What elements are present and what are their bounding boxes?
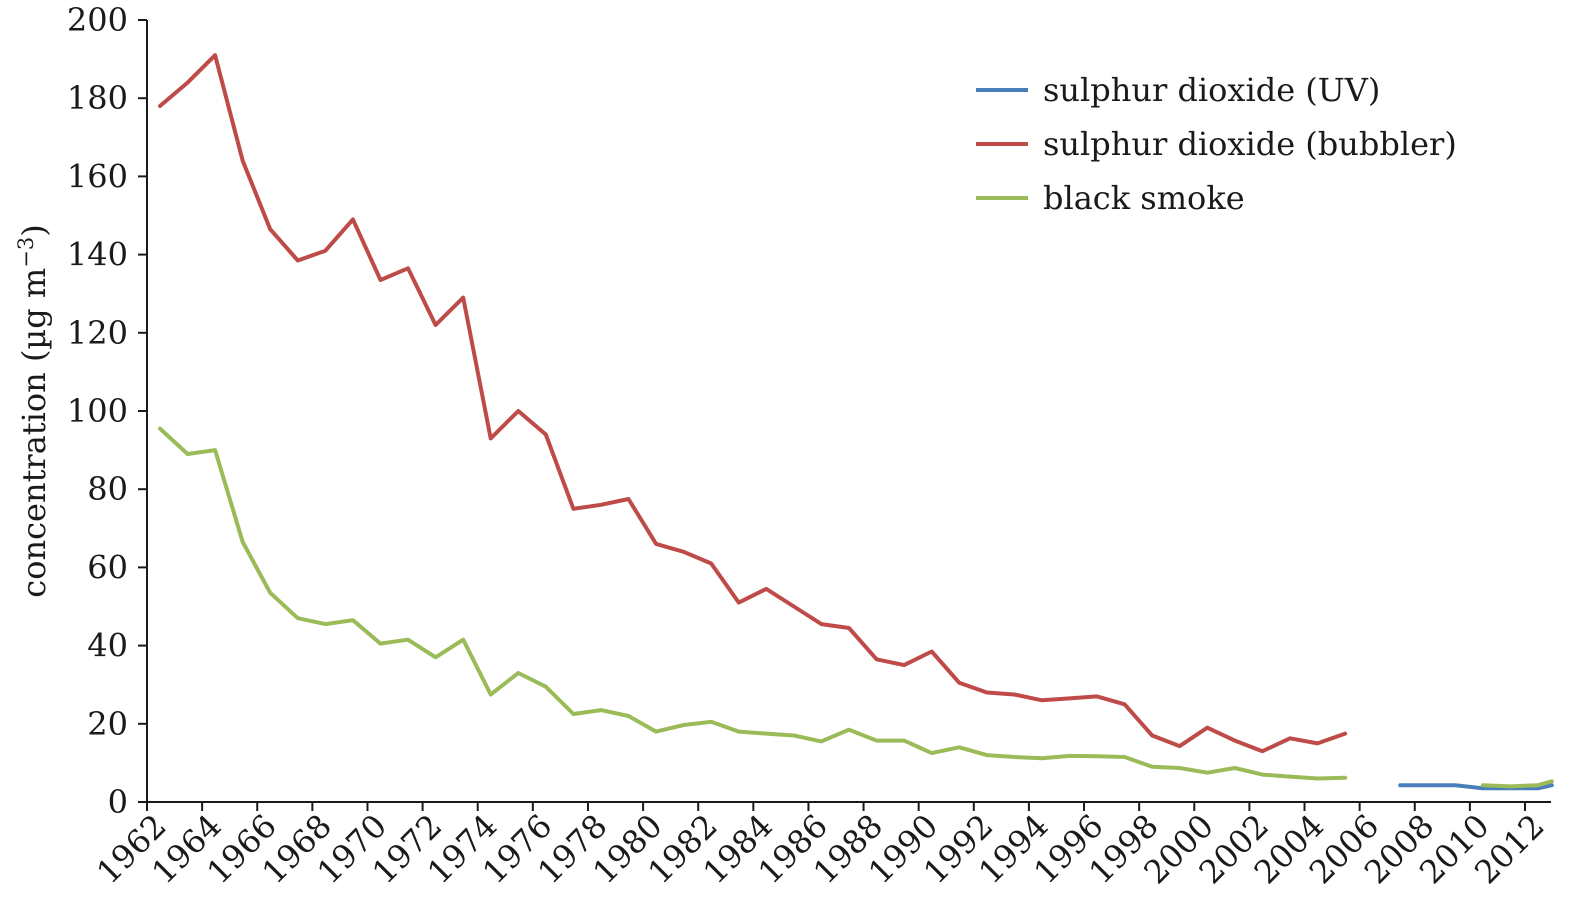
x-ticks: 1962196419661968197019721974197619781980…	[89, 802, 1552, 891]
y-axis-title-main: concentration (µg m	[15, 268, 53, 598]
y-tick-label: 20	[87, 705, 128, 743]
y-tick-label: 0	[108, 783, 128, 821]
legend-label: sulphur dioxide (UV)	[1043, 71, 1380, 109]
y-tick-label: 140	[67, 236, 128, 274]
legend-label: sulphur dioxide (bubbler)	[1043, 125, 1457, 163]
y-ticks: 0 20 40 60 80 100 120 140 160 180 200	[67, 1, 147, 821]
y-tick-label: 180	[67, 79, 128, 117]
series-line-black-smoke	[158, 426, 1348, 781]
series-line-black-smoke	[1480, 779, 1554, 789]
y-axis-title: concentration (µg m−3)	[14, 224, 53, 597]
legend-label: black smoke	[1043, 179, 1245, 217]
series-line-sulphur-dioxide-uv	[1398, 783, 1554, 791]
y-axis-title-exponent: −3	[14, 237, 38, 268]
y-tick-label: 60	[87, 548, 128, 586]
y-tick-label: 100	[67, 392, 128, 430]
y-axis-title-close: )	[15, 224, 53, 236]
y-tick-label: 80	[87, 470, 128, 508]
legend: sulphur dioxide (UV) sulphur dioxide (bub…	[976, 71, 1457, 217]
y-tick-label: 120	[67, 314, 128, 352]
y-tick-label: 200	[67, 1, 128, 39]
y-tick-label: 40	[87, 627, 128, 665]
plot-series	[158, 53, 1554, 791]
series-line-sulphur-dioxide-bubbler	[158, 53, 1348, 754]
y-tick-label: 160	[67, 157, 128, 195]
